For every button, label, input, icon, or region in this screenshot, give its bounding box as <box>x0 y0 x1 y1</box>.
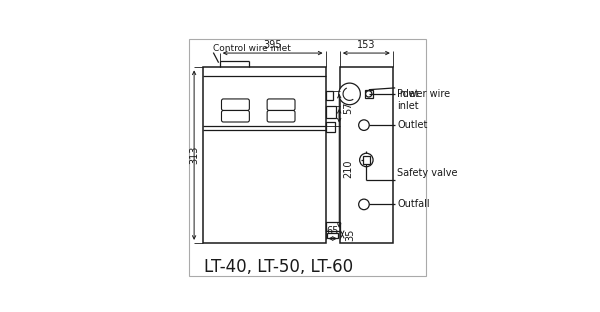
Text: Control wire inlet: Control wire inlet <box>212 44 290 53</box>
Text: Inlet: Inlet <box>397 89 419 99</box>
Text: 35: 35 <box>345 228 355 241</box>
Text: 57: 57 <box>343 102 353 115</box>
Bar <box>365 90 373 98</box>
Bar <box>363 156 370 163</box>
Text: 313: 313 <box>190 146 199 164</box>
Bar <box>340 67 393 243</box>
Bar <box>203 67 326 243</box>
Text: 153: 153 <box>357 40 376 50</box>
Circle shape <box>359 199 369 210</box>
Circle shape <box>359 153 373 167</box>
Circle shape <box>359 120 369 130</box>
Text: 65: 65 <box>326 226 339 236</box>
Text: Outfall: Outfall <box>397 199 430 209</box>
Bar <box>326 122 335 132</box>
Bar <box>327 233 338 238</box>
Text: 395: 395 <box>263 40 282 50</box>
Text: Power wire
inlet: Power wire inlet <box>397 89 450 111</box>
Circle shape <box>339 83 361 105</box>
Text: Safety valve: Safety valve <box>397 168 458 178</box>
Bar <box>326 106 337 118</box>
Circle shape <box>365 91 372 97</box>
Text: 210: 210 <box>343 159 353 178</box>
Text: Outlet: Outlet <box>397 120 427 130</box>
Bar <box>326 91 333 100</box>
Bar <box>326 222 340 231</box>
Text: LT-40, LT-50, LT-60: LT-40, LT-50, LT-60 <box>204 258 353 276</box>
